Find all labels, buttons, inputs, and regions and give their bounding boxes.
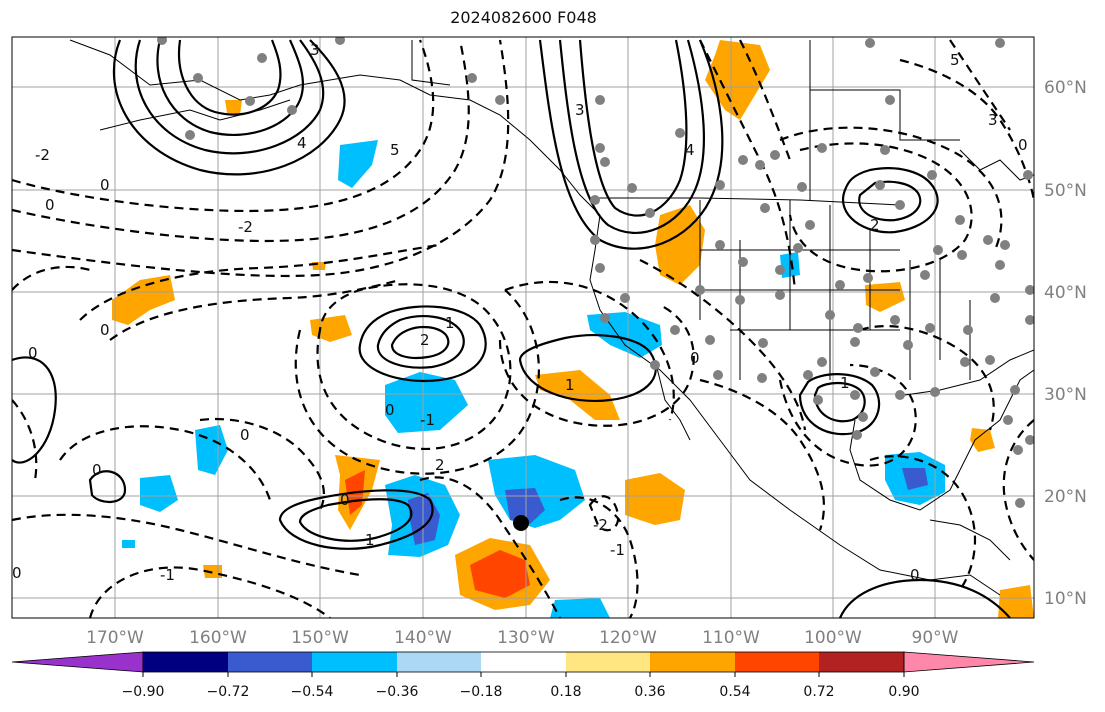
contour-label: 0 bbox=[910, 566, 920, 584]
colorbar-tick-label: 0.54 bbox=[719, 684, 750, 700]
contour-label: 0 bbox=[240, 426, 250, 444]
lon-label: 100°W bbox=[804, 628, 862, 648]
colorbar-segment bbox=[397, 652, 481, 672]
colorbar-segment bbox=[143, 652, 228, 672]
lat-label: 40°N bbox=[1044, 283, 1087, 303]
contour-label: -2 bbox=[35, 146, 50, 164]
lat-label: 20°N bbox=[1044, 487, 1087, 507]
contour-label-group: 0 0 0 0 0 0 0 0 0 0 0 0 1 1 1 1 2 2 2 3 … bbox=[12, 41, 1028, 584]
colorbar-tick-label: 0.18 bbox=[550, 684, 581, 700]
contour-label: 0 bbox=[28, 344, 38, 362]
map-title: 2024082600 F048 bbox=[450, 8, 597, 27]
colorbar-segment bbox=[566, 652, 650, 672]
contour-label: 0 bbox=[690, 349, 700, 367]
lat-label: 30°N bbox=[1044, 385, 1087, 405]
contour-label: -2 bbox=[593, 516, 608, 534]
lat-label: 50°N bbox=[1044, 181, 1087, 201]
contour-label: -1 bbox=[160, 566, 175, 584]
contour-label: 4 bbox=[297, 134, 307, 152]
lat-label: 60°N bbox=[1044, 78, 1087, 98]
lon-label: 110°W bbox=[702, 628, 760, 648]
contour-label: 0 bbox=[92, 461, 102, 479]
map-frame bbox=[11, 36, 1035, 619]
colorbar-segment bbox=[735, 652, 819, 672]
contour-label: 1 bbox=[840, 374, 850, 392]
contour-label: 1 bbox=[445, 314, 455, 332]
colorbar-tick-label: −0.18 bbox=[460, 684, 503, 700]
colorbar-extend-right bbox=[903, 651, 1035, 673]
contour-label: 0 bbox=[1018, 136, 1028, 154]
colorbar-segment bbox=[312, 652, 397, 672]
contour-label: 0 bbox=[45, 196, 55, 214]
lat-label: 10°N bbox=[1044, 589, 1087, 609]
station-dots bbox=[157, 37, 1034, 508]
colorbar-tick-label: −0.90 bbox=[122, 684, 165, 700]
contour-label: -1 bbox=[420, 411, 435, 429]
colorbar-extend-left bbox=[11, 651, 144, 673]
contour-label: 5 bbox=[950, 51, 960, 69]
colorbar-tick-label: −0.36 bbox=[376, 684, 419, 700]
colorbar-segment bbox=[819, 652, 904, 672]
lon-label: 150°W bbox=[291, 628, 349, 648]
colorbar-segment bbox=[228, 652, 312, 672]
contour-label: 3 bbox=[310, 41, 320, 59]
contour-label: 2 bbox=[870, 216, 880, 234]
colorbar-tick-label: 0.90 bbox=[888, 684, 919, 700]
contour-label: 2 bbox=[420, 331, 430, 349]
contour-label: 3 bbox=[988, 111, 998, 129]
colorbar-segment bbox=[650, 652, 735, 672]
colorbar-tick-label: −0.72 bbox=[207, 684, 250, 700]
contour-label: 4 bbox=[685, 141, 695, 159]
longitude-labels: 170°W 160°W 150°W 140°W 130°W 120°W 110°… bbox=[86, 628, 959, 648]
contour-label: 0 bbox=[385, 401, 395, 419]
colorbar: −0.90 −0.72 −0.54 −0.36 −0.18 0.18 0.36 … bbox=[11, 651, 1035, 700]
contour-label: -2 bbox=[238, 218, 253, 236]
colorbar-segment bbox=[481, 652, 566, 672]
lon-label: 120°W bbox=[599, 628, 657, 648]
contour-label: 1 bbox=[565, 376, 575, 394]
colorbar-tick-label: 0.36 bbox=[634, 684, 665, 700]
lon-label: 140°W bbox=[394, 628, 452, 648]
contour-label: 2 bbox=[435, 456, 445, 474]
lon-label: 130°W bbox=[497, 628, 555, 648]
colorbar-tick-label: −0.54 bbox=[291, 684, 334, 700]
contour-label: -1 bbox=[610, 541, 625, 559]
colorbar-tick-label: 0.72 bbox=[803, 684, 834, 700]
contour-label: 1 bbox=[365, 531, 375, 549]
contour-lines bbox=[12, 39, 1034, 618]
lon-label: 90°W bbox=[912, 628, 959, 648]
contour-label: 0 bbox=[12, 564, 22, 582]
contour-label: 5 bbox=[390, 141, 400, 159]
contour-label: 0 bbox=[100, 321, 110, 339]
contour-label: 0 bbox=[340, 491, 350, 509]
lon-label: 170°W bbox=[86, 628, 144, 648]
lon-label: 160°W bbox=[189, 628, 247, 648]
latitude-labels: 60°N 50°N 40°N 30°N 20°N 10°N bbox=[1044, 78, 1087, 609]
contour-label: 3 bbox=[575, 101, 585, 119]
station-marker bbox=[513, 515, 529, 531]
contour-label: 0 bbox=[100, 176, 110, 194]
